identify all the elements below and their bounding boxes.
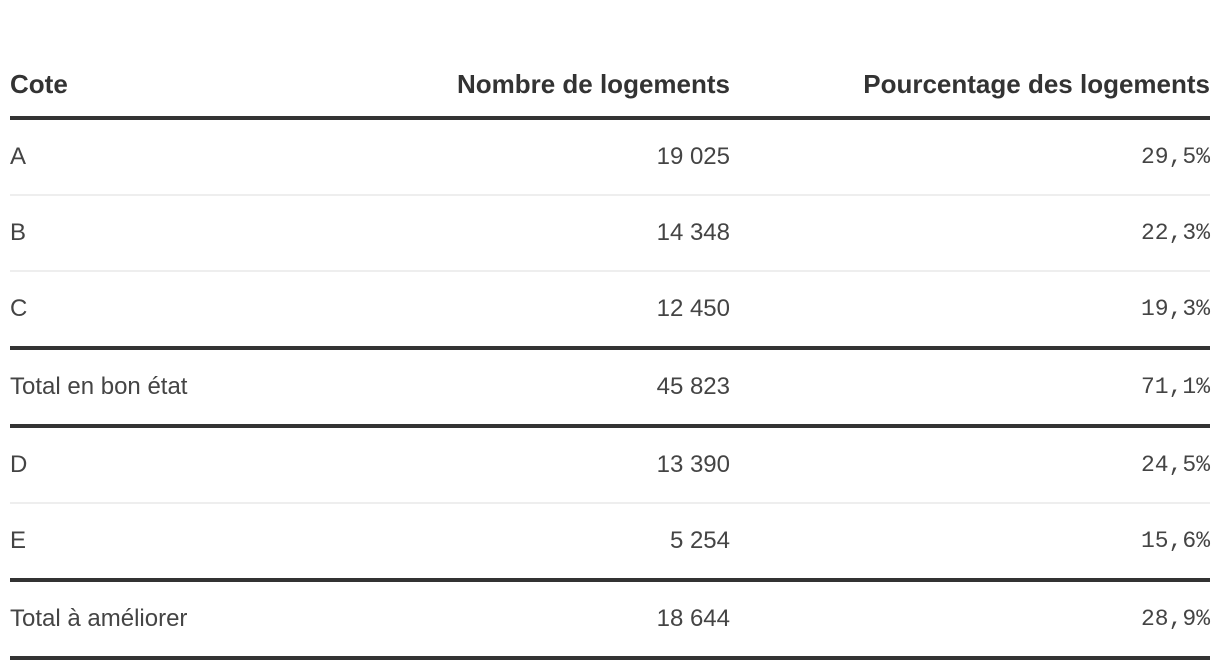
- cell-nombre: 13 390: [390, 426, 730, 504]
- cell-cote: Total à améliorer: [10, 580, 390, 660]
- cell-pourcentage: 19,3%: [730, 271, 1210, 350]
- total-row: Total en bon état 45 823 71,1%: [10, 348, 1210, 428]
- cell-nombre: 12 450: [390, 271, 730, 350]
- total-row: Total à améliorer 18 644 28,9%: [10, 580, 1210, 660]
- header-pourcentage: Pourcentage des logements: [730, 0, 1210, 120]
- cell-pourcentage: 15,6%: [730, 503, 1210, 582]
- table-row: A 19 025 29,5%: [10, 118, 1210, 196]
- cell-nombre: 45 823: [390, 348, 730, 428]
- cell-pourcentage: 29,5%: [730, 118, 1210, 196]
- cell-nombre: 14 348: [390, 195, 730, 272]
- table-row: D 13 390 24,5%: [10, 426, 1210, 504]
- cell-pourcentage: 24,5%: [730, 426, 1210, 504]
- cell-cote: E: [10, 503, 390, 582]
- cell-cote: D: [10, 426, 390, 504]
- cell-pourcentage: 28,9%: [730, 580, 1210, 660]
- cell-cote: C: [10, 271, 390, 350]
- table-row: B 14 348 22,3%: [10, 195, 1210, 272]
- header-cote: Cote: [10, 0, 390, 120]
- housing-rating-table: Cote Nombre de logements Pourcentage des…: [10, 0, 1210, 660]
- header-row: Cote Nombre de logements Pourcentage des…: [10, 0, 1210, 120]
- cell-cote: A: [10, 118, 390, 196]
- cell-pourcentage: 22,3%: [730, 195, 1210, 272]
- cell-nombre: 5 254: [390, 503, 730, 582]
- cell-cote: Total en bon état: [10, 348, 390, 428]
- table-row: E 5 254 15,6%: [10, 503, 1210, 582]
- cell-pourcentage: 71,1%: [730, 348, 1210, 428]
- table-row: C 12 450 19,3%: [10, 271, 1210, 350]
- cell-nombre: 19 025: [390, 118, 730, 196]
- cell-nombre: 18 644: [390, 580, 730, 660]
- cell-cote: B: [10, 195, 390, 272]
- header-nombre: Nombre de logements: [390, 0, 730, 120]
